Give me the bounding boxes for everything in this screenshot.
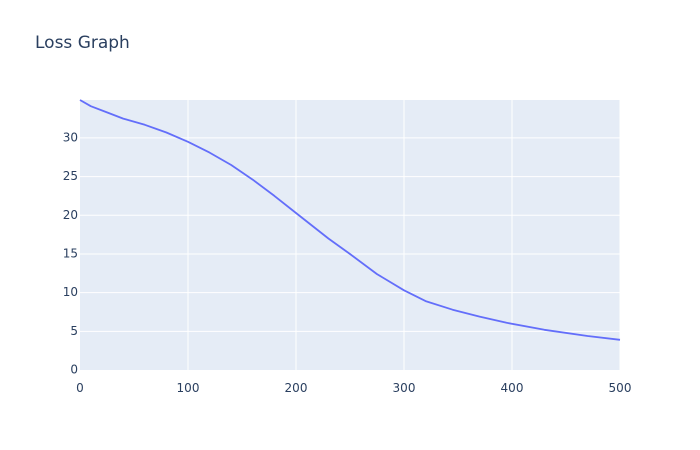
y-tick-label: 20 — [63, 208, 78, 222]
loss-line — [79, 99, 621, 341]
chart-title: Loss Graph — [35, 33, 130, 53]
x-tick-label: 500 — [609, 381, 632, 395]
x-tick-label: 0 — [76, 381, 84, 395]
x-tick-label: 400 — [501, 381, 524, 395]
x-tick-label: 300 — [393, 381, 416, 395]
y-tick-label: 25 — [63, 169, 78, 183]
y-tick-label: 15 — [63, 246, 78, 260]
y-tick-label: 10 — [63, 285, 78, 299]
y-tick-label: 30 — [63, 130, 78, 144]
plot-background — [80, 100, 620, 370]
x-tick-label: 200 — [285, 381, 308, 395]
x-tick-label: 100 — [177, 381, 200, 395]
y-tick-label: 0 — [70, 363, 78, 377]
y-tick-label: 5 — [70, 324, 78, 338]
